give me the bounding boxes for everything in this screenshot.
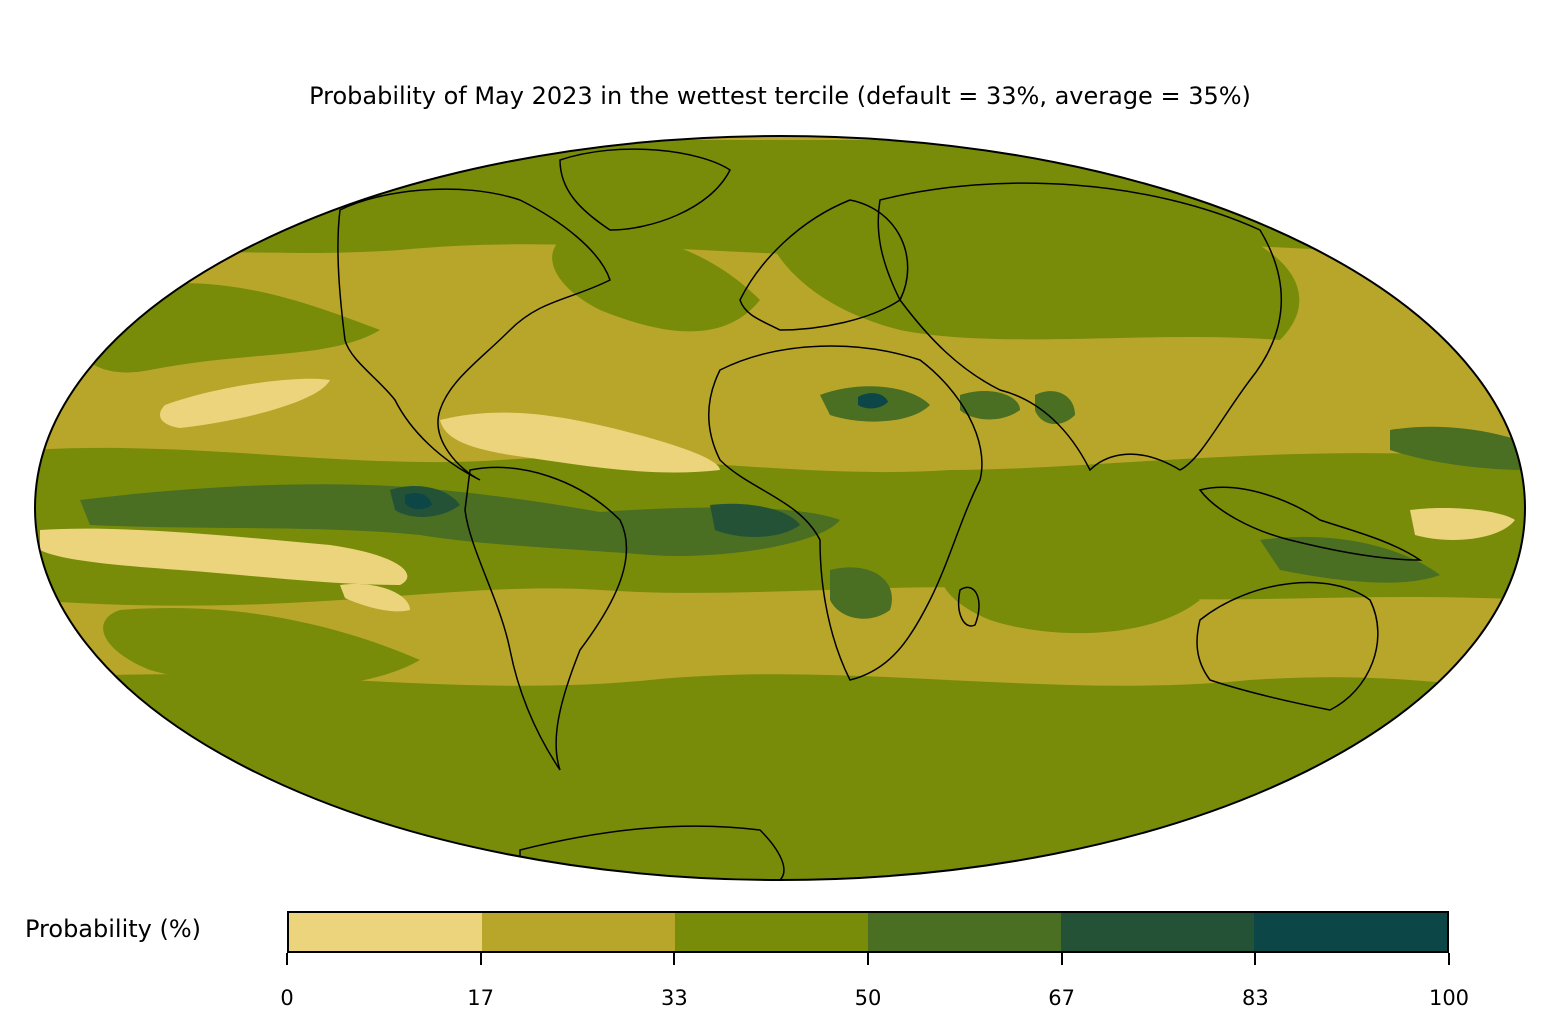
colorbar-tick-label: 17	[467, 986, 495, 1010]
colorbar-tick	[867, 953, 869, 965]
world-map	[34, 135, 1526, 881]
colorbar	[287, 911, 1449, 953]
colorbar-tick-label: 50	[854, 986, 882, 1010]
region-indian-ocean	[940, 553, 1200, 634]
region-west-pacific-dry	[1410, 508, 1515, 540]
region-atlantic-core	[710, 503, 800, 537]
region-eurasia	[760, 198, 1300, 340]
colorbar-tick-label: 67	[1048, 986, 1076, 1010]
coastline-antarctica	[519, 825, 785, 880]
colorbar-tick	[1448, 953, 1450, 965]
colorbar-bin	[289, 913, 482, 951]
region-arabia	[960, 390, 1020, 420]
region-south-band	[35, 674, 1525, 880]
region-south-pacific-dry2	[340, 584, 410, 612]
map-frame	[34, 135, 1526, 881]
coastlines	[337, 148, 1423, 880]
colorbar-bin	[868, 913, 1061, 951]
colorbar-bin	[675, 913, 868, 951]
colorbar-bin	[1061, 913, 1254, 951]
colorbar-tick-label: 100	[1428, 986, 1470, 1010]
coastline-australia	[1196, 581, 1379, 711]
map-title: Probability of May 2023 in the wettest t…	[309, 82, 1251, 110]
region-east-asia-band	[1390, 426, 1525, 470]
coastline-indonesia	[1198, 486, 1423, 561]
coastline-north-america	[337, 188, 611, 481]
colorbar-tick	[286, 953, 288, 965]
region-north-pacific-dry	[160, 378, 330, 428]
region-itcz-pacific	[80, 484, 840, 556]
coastline-madagascar	[958, 586, 980, 627]
colorbar-tick-label: 0	[280, 986, 294, 1010]
region-central-africa	[830, 567, 892, 619]
colorbar-tick-label: 33	[660, 986, 688, 1010]
region-atlantic-north	[552, 234, 760, 332]
coastline-europe	[739, 199, 909, 331]
colorbar-tick	[1060, 953, 1063, 965]
region-eastern-pacific-max	[405, 493, 432, 510]
colorbar-tick	[1254, 953, 1257, 965]
coastline-greenland	[559, 148, 731, 231]
coastline-asia	[877, 182, 1283, 472]
region-sahara-core	[858, 393, 888, 409]
region-west-pacific	[1260, 536, 1440, 583]
region-south-pacific	[103, 608, 420, 688]
coastline-south-america	[464, 466, 628, 771]
colorbar-tick-label: 83	[1241, 986, 1269, 1010]
region-caribbean-dry	[440, 412, 720, 473]
colorbar-bin	[1254, 913, 1447, 951]
coastline-africa	[708, 345, 983, 681]
region-india-west	[1035, 391, 1075, 425]
colorbar-tick	[479, 953, 482, 965]
colorbar-label: Probability (%)	[25, 915, 202, 943]
colorbar-tick	[673, 953, 676, 965]
region-south-pacific-dry	[40, 528, 408, 585]
colorbar-bin	[482, 913, 675, 951]
